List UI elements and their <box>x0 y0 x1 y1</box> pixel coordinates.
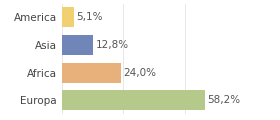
Text: 24,0%: 24,0% <box>123 68 156 78</box>
Bar <box>62 63 121 83</box>
Bar <box>62 7 74 27</box>
Bar <box>62 90 205 110</box>
Text: 58,2%: 58,2% <box>207 95 241 105</box>
Text: 12,8%: 12,8% <box>95 40 129 50</box>
Text: 5,1%: 5,1% <box>77 12 103 22</box>
Bar <box>62 35 93 55</box>
